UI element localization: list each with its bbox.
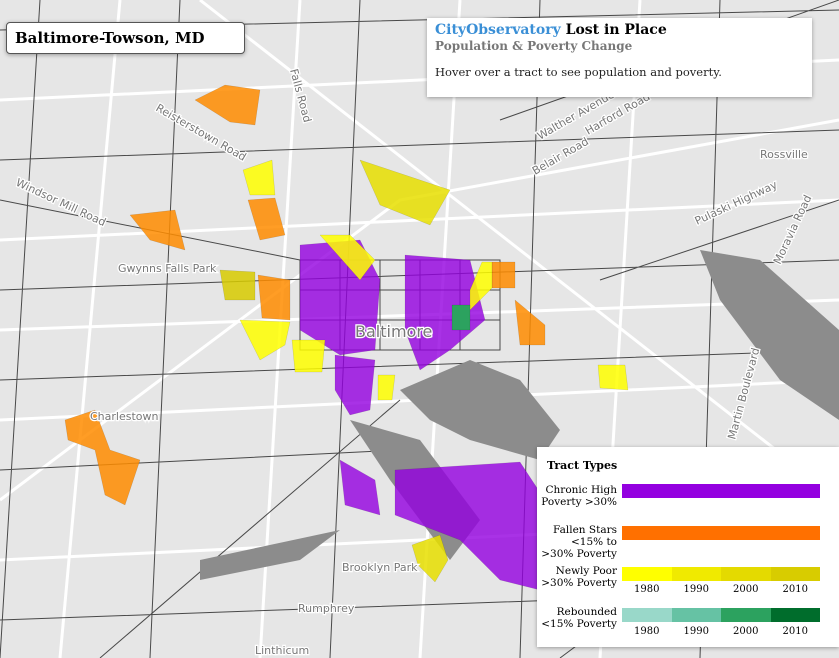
legend-label: Newly Poor >30% Poverty <box>541 565 617 589</box>
legend-year: 1990 <box>683 626 709 637</box>
legend-year: 1980 <box>634 626 660 637</box>
newly-poor-tract[interactable] <box>359 159 451 226</box>
info-hint: Hover over a tract to see population and… <box>435 65 722 79</box>
tracts <box>64 84 629 591</box>
brand[interactable]: CityObservatory <box>435 22 561 38</box>
chronic-tract[interactable] <box>334 354 376 416</box>
newly-poor-tract[interactable] <box>239 319 291 361</box>
fallen-tract[interactable] <box>257 274 291 321</box>
rebounded-tract[interactable] <box>451 304 471 331</box>
legend-label: Chronic High Poverty >30% <box>541 484 617 508</box>
legend-year: 1980 <box>634 584 660 595</box>
legend: Tract Types Chronic High Poverty >30% Fa… <box>537 447 839 647</box>
info-subtitle: Population & Poverty Change <box>435 39 633 53</box>
map-label: Gwynns Falls Park <box>118 262 217 275</box>
legend-label: Rebounded <15% Poverty <box>541 606 617 630</box>
map-label: Falls Road <box>287 67 314 123</box>
legend-years: 1980 1990 2000 2010 <box>622 626 820 637</box>
map-label: Rossville <box>760 148 808 161</box>
legend-swatch <box>622 608 820 622</box>
region-title: Baltimore-Towson, MD <box>15 29 205 47</box>
legend-years: 1980 1990 2000 2010 <box>622 584 820 595</box>
fallen-tract[interactable] <box>194 84 261 126</box>
newly-poor-tract[interactable] <box>291 339 326 373</box>
chronic-tract[interactable] <box>394 461 546 591</box>
fallen-tract[interactable] <box>247 197 286 241</box>
legend-swatch <box>622 526 820 540</box>
legend-label: Fallen Stars <15% to >30% Poverty <box>541 524 617 560</box>
fallen-tract[interactable] <box>129 209 186 251</box>
legend-year: 2000 <box>733 626 759 637</box>
legend-year: 2000 <box>733 584 759 595</box>
chronic-tract[interactable] <box>339 459 381 516</box>
map-label: Brooklyn Park <box>342 561 418 574</box>
newly-poor-tract[interactable] <box>411 534 449 583</box>
map-label: Charlestown <box>90 410 159 423</box>
region-box: Baltimore-Towson, MD <box>6 22 245 54</box>
map-label: Linthicum <box>255 644 309 657</box>
newly-poor-tract[interactable] <box>219 269 256 301</box>
fallen-tract[interactable] <box>64 409 141 506</box>
legend-swatch <box>622 484 820 498</box>
chronic-tract[interactable] <box>404 254 486 371</box>
legend-year: 2010 <box>782 584 808 595</box>
newly-poor-tract[interactable] <box>377 261 629 401</box>
newly-poor-tract[interactable] <box>319 234 376 281</box>
map-label: Baltimore <box>355 322 432 341</box>
legend-title: Tract Types <box>547 459 618 472</box>
map-label: Rumphrey <box>298 602 355 615</box>
legend-year: 2010 <box>782 626 808 637</box>
info-title: Lost in Place <box>565 22 667 38</box>
legend-year: 1990 <box>683 584 709 595</box>
info-box: CityObservatory Lost in Place Population… <box>427 18 812 97</box>
newly-poor-tract[interactable] <box>242 159 276 196</box>
legend-swatch <box>622 567 820 581</box>
